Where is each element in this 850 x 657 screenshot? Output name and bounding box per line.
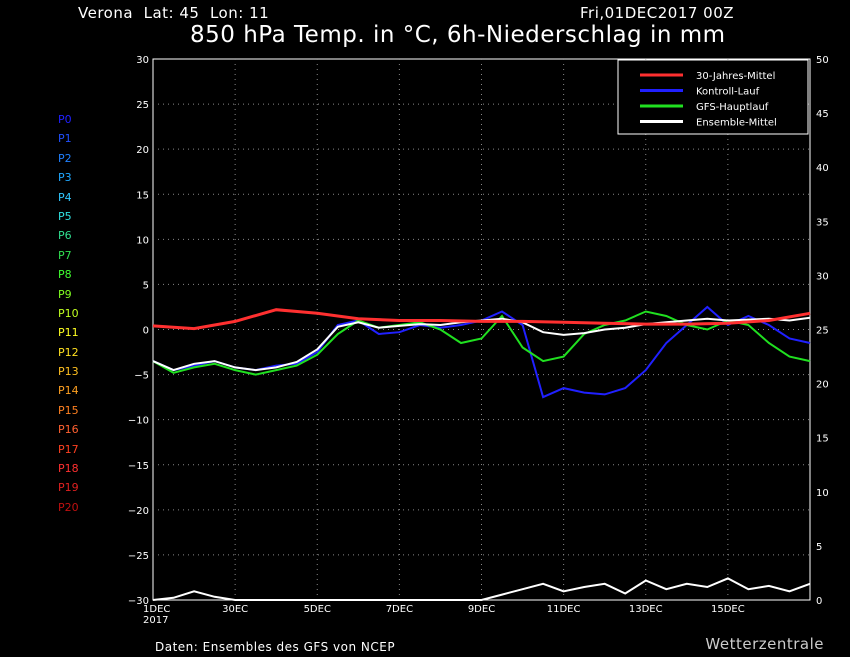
gfs-main-run-line — [152, 310, 811, 376]
run-time: Fri,01DEC2017 00Z — [580, 4, 735, 22]
x-tick-label: 1DEC — [143, 604, 170, 615]
y-right-tick-label: 45 — [816, 109, 829, 120]
y-right-tick-label: 15 — [816, 434, 829, 445]
member-label-p3: P3 — [58, 171, 72, 185]
member-label-p20: P20 — [58, 500, 79, 514]
legend-label: 30-Jahres-Mittel — [696, 71, 775, 82]
y-right-tick-label: 20 — [816, 380, 829, 391]
member-label-p19: P19 — [58, 481, 79, 495]
y-right-tick-label: 0 — [816, 596, 822, 607]
y-left-tick-label: −25 — [128, 551, 149, 562]
member-label-p1: P1 — [58, 132, 72, 146]
climate-mean-line — [152, 308, 811, 331]
x-tick-label-year: 2017 — [143, 615, 168, 626]
precip-mean-line — [152, 577, 811, 601]
chart-title: 850 hPa Temp. in °C, 6h-Niederschlag in … — [190, 22, 726, 48]
y-left-tick-label: −10 — [128, 416, 149, 427]
x-tick-label: 15DEC — [711, 604, 745, 615]
member-label-p11: P11 — [58, 326, 79, 340]
y-left-tick-label: 15 — [136, 190, 149, 201]
y-left-tick-label: −30 — [128, 596, 149, 607]
member-label-p7: P7 — [58, 248, 72, 262]
member-label-p16: P16 — [58, 423, 79, 437]
x-tick-label: 7DEC — [386, 604, 413, 615]
y-right-tick-label: 50 — [816, 55, 829, 66]
y-left-tick-label: −15 — [128, 461, 149, 472]
location-coords: Lat: 45 Lon: 11 — [143, 4, 270, 22]
x-tick-label: 5DEC — [304, 604, 331, 615]
brand-label: Wetterzentrale — [705, 635, 824, 653]
member-label-p0: P0 — [58, 113, 72, 126]
y-right-tick-label: 35 — [816, 217, 829, 228]
y-left-tick-label: −5 — [134, 371, 149, 382]
member-label-p17: P17 — [58, 442, 79, 456]
y-left-tick-label: 30 — [136, 55, 149, 66]
x-tick-label: 13DEC — [629, 604, 663, 615]
member-label-p12: P12 — [58, 345, 79, 359]
member-label-p6: P6 — [58, 229, 72, 243]
y-left-tick-label: 5 — [143, 280, 149, 291]
legend-label: Ensemble-Mittel — [696, 118, 777, 129]
member-label-p14: P14 — [58, 384, 79, 398]
data-source: Daten: Ensembles des GFS von NCEP — [155, 640, 396, 654]
y-right-tick-label: 30 — [816, 271, 829, 282]
member-label-p9: P9 — [58, 287, 72, 301]
y-left-tick-label: 10 — [136, 235, 149, 246]
y-right-tick-label: 25 — [816, 326, 829, 337]
legend-label: Kontroll-Lauf — [696, 87, 760, 98]
member-label-p4: P4 — [58, 190, 72, 204]
legend-label: GFS-Hauptlauf — [696, 102, 769, 113]
x-tick-label: 9DEC — [468, 604, 495, 615]
member-label-p8: P8 — [58, 268, 72, 282]
y-left-tick-label: 20 — [136, 145, 149, 156]
member-label-p10: P10 — [58, 306, 79, 320]
y-left-tick-label: −20 — [128, 506, 149, 517]
member-label-p13: P13 — [58, 365, 79, 379]
x-tick-label: 11DEC — [547, 604, 581, 615]
y-right-tick-label: 5 — [816, 542, 822, 553]
member-label-p2: P2 — [58, 151, 72, 165]
member-label-p15: P15 — [58, 403, 79, 417]
location-label: Verona Lat: 45 Lon: 11 — [78, 4, 269, 22]
ensemble-mean-line — [152, 316, 811, 372]
location-name: Verona — [78, 4, 134, 22]
ensemble-member-list: P0 P1 P2 P3 P4 P5 P6 P7 P8 P9 P10 P11 P12 P13 P14 P15 P1… — [58, 110, 79, 517]
x-tick-label: 30EC — [222, 604, 248, 615]
y-left-tick-label: 25 — [136, 100, 149, 111]
member-label-p18: P18 — [58, 462, 79, 476]
y-right-tick-label: 40 — [816, 163, 829, 174]
y-left-tick-label: 0 — [143, 326, 149, 337]
y-right-tick-label: 10 — [816, 488, 829, 499]
member-label-p5: P5 — [58, 209, 72, 223]
